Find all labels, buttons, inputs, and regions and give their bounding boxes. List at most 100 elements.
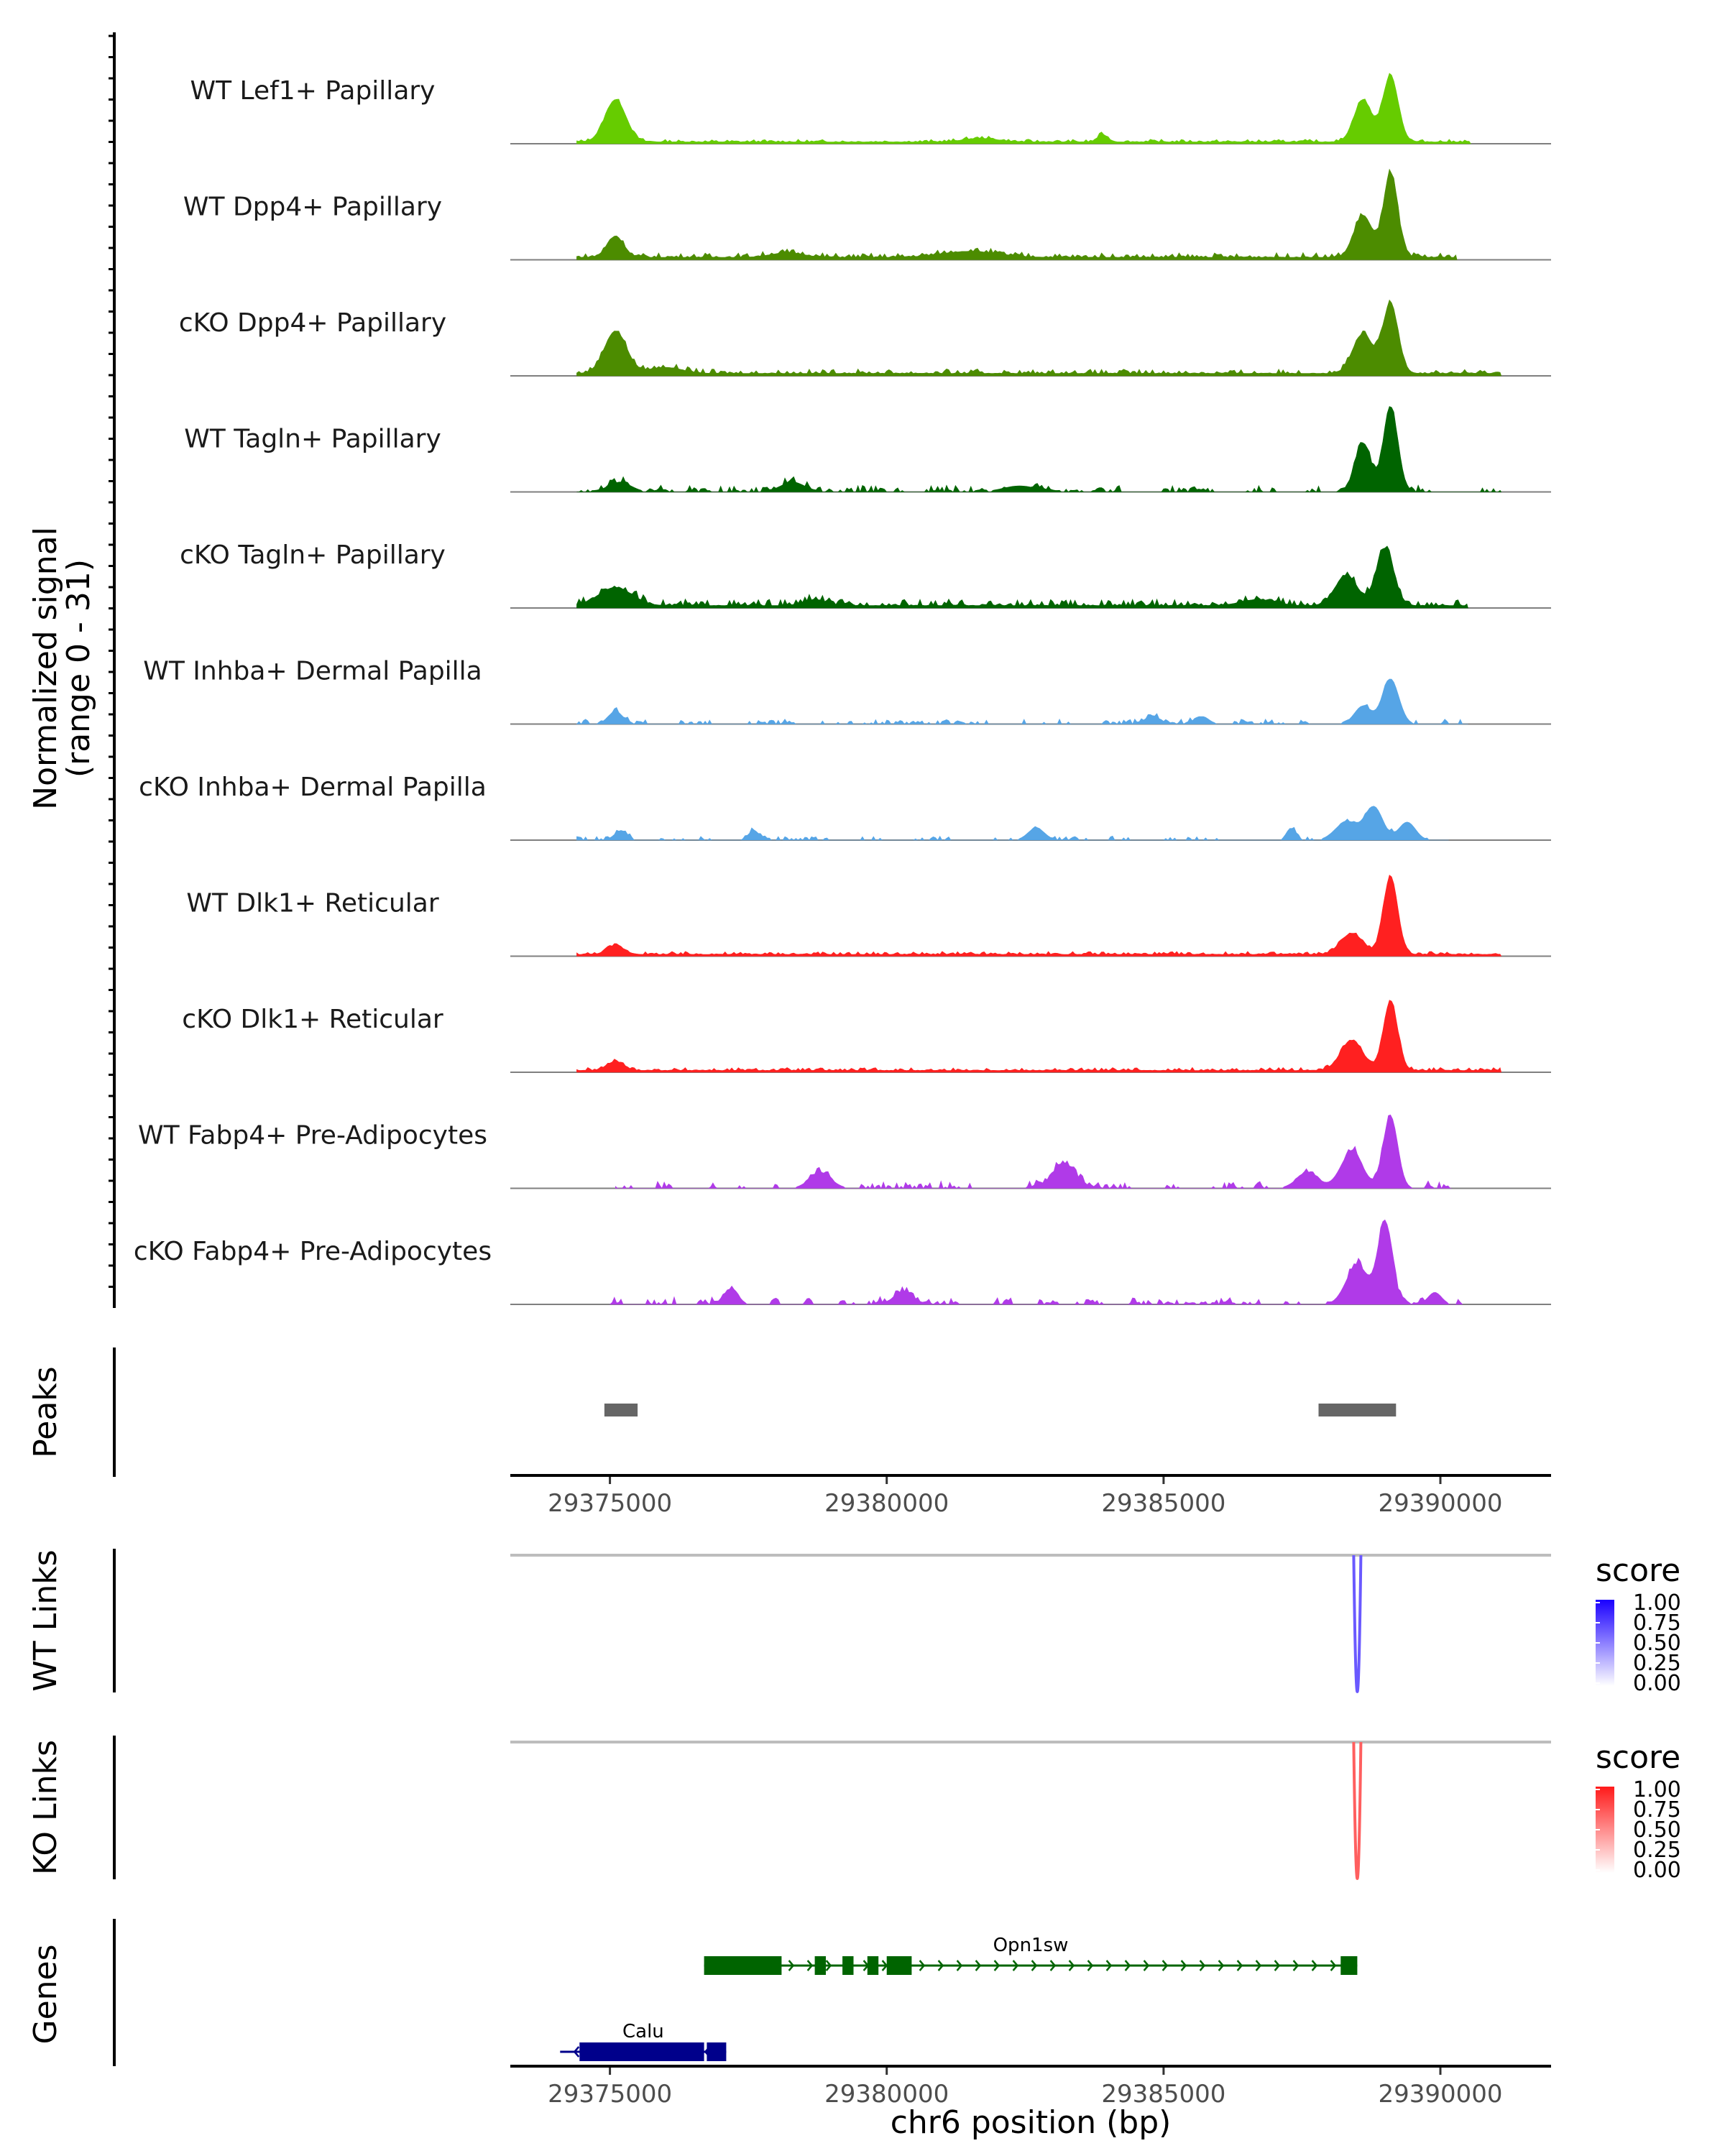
track-label-cko-dpp4-papillary: cKO Dpp4+ Papillary — [179, 308, 446, 338]
gene-exon-calu — [707, 2042, 727, 2061]
peak-region-1 — [604, 1404, 638, 1416]
gene-strand-arrow-opn1sw — [975, 1960, 982, 1971]
legend-value: 0.75 — [1633, 1611, 1681, 1636]
wt-links-label: WT Links — [27, 1549, 64, 1691]
track-label-wt-dlk1-reticular: WT Dlk1+ Reticular — [186, 889, 438, 918]
track-wt-dlk1-reticular: WT Dlk1+ Reticular — [186, 875, 1551, 957]
track-wt-tagln-papillary: WT Tagln+ Papillary — [184, 406, 1551, 493]
coverage-panel: Normalized signal (range 0 - 31) WT Lef1… — [27, 32, 1551, 1308]
gene-exon-opn1sw — [704, 1956, 782, 1975]
gene-strand-arrow-calu — [685, 2046, 692, 2058]
gene-exon-opn1sw — [1340, 1956, 1358, 1975]
legend-value: 0.25 — [1633, 1651, 1681, 1676]
gene-strand-arrow-calu — [573, 2046, 580, 2058]
legend-value: 0.00 — [1633, 1858, 1681, 1883]
wt-links-panel: WT Links score 1.000.750.500.250.00 — [27, 1549, 1681, 1696]
track-label-cko-fabp4-pre-adipocytes: cKO Fabp4+ Pre-Adipocytes — [134, 1237, 492, 1266]
gene-strand-arrow-calu — [592, 2046, 599, 2058]
track-label-wt-inhba-dermal-papilla: WT Inhba+ Dermal Papilla — [143, 657, 482, 686]
gene-strand-arrow-opn1sw — [713, 1960, 720, 1971]
track-label-wt-lef1-papillary: WT Lef1+ Papillary — [190, 76, 436, 106]
track-wt-dpp4-papillary: WT Dpp4+ Papillary — [183, 168, 1551, 261]
peaks-x-tick-label: 29385000 — [1101, 1489, 1225, 1518]
gene-strand-arrow-calu — [666, 2046, 673, 2058]
peaks-x-ticks: 29375000 29380000 29385000 29390000 — [548, 1477, 1503, 1518]
gene-strand-arrow-opn1sw — [1105, 1960, 1113, 1971]
gene-opn1sw: Opn1sw — [704, 1935, 1358, 1975]
gene-strand-arrow-opn1sw — [1330, 1960, 1337, 1971]
gene-strand-arrow-opn1sw — [1031, 1960, 1038, 1971]
track-area-wt-dlk1-reticular — [576, 875, 1502, 957]
peaks-x-tick-label: 29390000 — [1378, 1489, 1502, 1518]
ko-links-label: KO Links — [27, 1740, 64, 1875]
gene-strand-arrow-opn1sw — [750, 1960, 758, 1971]
gene-strand-arrow-opn1sw — [788, 1960, 795, 1971]
gene-strand-arrow-opn1sw — [1087, 1960, 1094, 1971]
peak-regions — [604, 1404, 1397, 1416]
gene-exon-opn1sw — [886, 1956, 912, 1975]
track-area-wt-inhba-dermal-papilla — [576, 678, 1468, 725]
gene-strand-arrow-opn1sw — [937, 1960, 944, 1971]
peaks-x-tick-label: 29375000 — [548, 1489, 672, 1518]
track-cko-tagln-papillary: cKO Tagln+ Papillary — [180, 540, 1551, 609]
coverage-y-ticks — [109, 34, 114, 1288]
ko-legend-title: score — [1596, 1739, 1680, 1776]
legend-value: 0.75 — [1633, 1797, 1681, 1823]
gene-strand-arrow-opn1sw — [806, 1960, 814, 1971]
gene-strand-arrow-opn1sw — [881, 1960, 888, 1971]
gene-exon-opn1sw — [814, 1956, 826, 1975]
gene-strand-arrow-calu — [610, 2046, 617, 2058]
peaks-x-tick-label: 29380000 — [824, 1489, 949, 1518]
gene-models: Opn1sw Calu — [560, 1935, 1358, 2061]
gene-strand-arrow-opn1sw — [862, 1960, 870, 1971]
ko-links-legend: score 1.000.750.500.250.00 — [1596, 1739, 1681, 1883]
gene-strand-arrow-opn1sw — [769, 1960, 776, 1971]
gene-strand-arrow-opn1sw — [1274, 1960, 1281, 1971]
bottom-x-tick-label: 29375000 — [548, 2080, 672, 2109]
gene-strand-arrow-opn1sw — [1218, 1960, 1225, 1971]
coverage-y-range-label: (range 0 - 31) — [60, 559, 97, 778]
gene-strand-arrow-calu — [648, 2046, 655, 2058]
gene-exon-opn1sw — [867, 1956, 879, 1975]
gene-calu: Calu — [560, 2021, 727, 2061]
gene-label-opn1sw: Opn1sw — [993, 1935, 1069, 1956]
peaks-panel: Peaks 29375000 29380000 29385000 29390000 — [27, 1348, 1551, 1518]
gene-strand-arrow-opn1sw — [1255, 1960, 1262, 1971]
track-label-cko-dlk1-reticular: cKO Dlk1+ Reticular — [182, 1005, 443, 1034]
legend-value: 0.50 — [1633, 1631, 1681, 1656]
ko-legend-values: 1.000.750.500.250.00 — [1596, 1777, 1681, 1883]
gene-strand-arrow-opn1sw — [1068, 1960, 1075, 1971]
track-cko-inhba-dermal-papilla: cKO Inhba+ Dermal Papilla — [139, 773, 1551, 841]
track-label-wt-fabp4-pre-adipocytes: WT Fabp4+ Pre-Adipocytes — [138, 1121, 487, 1151]
legend-value: 0.00 — [1633, 1671, 1681, 1696]
gene-strand-arrow-opn1sw — [1180, 1960, 1187, 1971]
coverage-tracks: WT Lef1+ Papillary WT Dpp4+ Papillary cKO … — [134, 73, 1551, 1305]
peak-region-2 — [1318, 1404, 1397, 1416]
gene-strand-arrow-opn1sw — [825, 1960, 832, 1971]
gene-strand-arrow-opn1sw — [1162, 1960, 1169, 1971]
track-cko-fabp4-pre-adipocytes: cKO Fabp4+ Pre-Adipocytes — [134, 1219, 1551, 1305]
track-area-cko-dlk1-reticular — [576, 1000, 1502, 1073]
peaks-label: Peaks — [27, 1366, 64, 1457]
bottom-x-tick-label: 29390000 — [1378, 2080, 1502, 2109]
track-area-wt-fabp4-pre-adipocytes — [615, 1114, 1452, 1189]
gene-label-calu: Calu — [622, 2021, 664, 2042]
gene-strand-arrow-opn1sw — [844, 1960, 851, 1971]
wt-legend-title: score — [1596, 1552, 1680, 1589]
track-area-wt-lef1-papillary — [576, 73, 1471, 144]
track-label-wt-tagln-papillary: WT Tagln+ Papillary — [184, 425, 441, 454]
gene-strand-arrow-opn1sw — [1143, 1960, 1150, 1971]
track-label-cko-tagln-papillary: cKO Tagln+ Papillary — [180, 540, 446, 570]
track-area-cko-dpp4-papillary — [576, 299, 1502, 377]
genes-label: Genes — [27, 1944, 64, 2044]
coverage-y-label: Normalized signal — [27, 527, 64, 810]
x-axis-title: chr6 position (bp) — [891, 2104, 1172, 2141]
track-area-wt-tagln-papillary — [576, 406, 1502, 493]
genes-panel: Genes Opn1sw Calu 29375000 29380000 2938500… — [27, 1919, 1551, 2141]
wt-legend-values: 1.000.750.500.250.00 — [1596, 1590, 1681, 1696]
track-area-cko-inhba-dermal-papilla — [576, 806, 1449, 841]
gene-strand-arrow-opn1sw — [1199, 1960, 1206, 1971]
ko-links-panel: KO Links score 1.000.750.500.250.00 — [27, 1736, 1681, 1883]
